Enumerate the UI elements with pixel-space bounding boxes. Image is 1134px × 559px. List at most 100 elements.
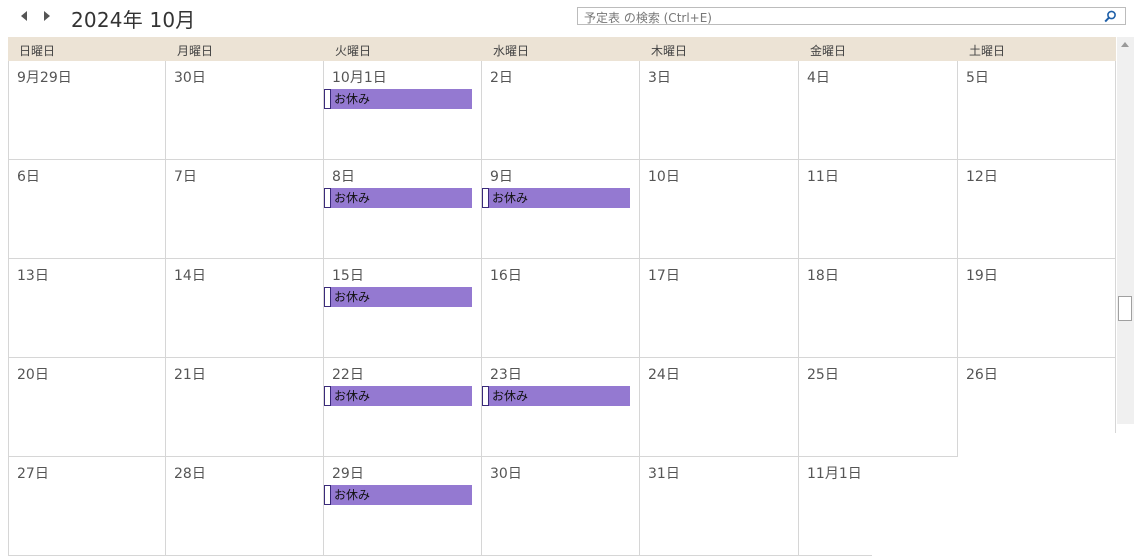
day-number: 13日: [17, 268, 49, 284]
event-item[interactable]: お休み: [482, 188, 630, 208]
scroll-up-icon[interactable]: [1121, 42, 1129, 47]
event-title: お休み: [334, 488, 371, 502]
day-cell[interactable]: 6日: [8, 160, 166, 259]
day-number: 14日: [174, 268, 206, 284]
day-cell[interactable]: 10月1日 お休み: [324, 61, 482, 160]
day-cell[interactable]: 5日: [958, 61, 1116, 160]
day-number: 23日: [490, 367, 522, 383]
day-number: 3日: [648, 70, 671, 86]
day-number: 6日: [17, 169, 40, 185]
day-number: 11月1日: [807, 466, 862, 482]
day-cell[interactable]: 22日お休み: [324, 358, 482, 457]
day-number: 26日: [966, 367, 998, 383]
day-cell[interactable]: 16日: [482, 259, 640, 358]
day-number: 27日: [17, 466, 49, 482]
day-cell[interactable]: 13日: [8, 259, 166, 358]
event-title: お休み: [492, 191, 529, 205]
event-status-marker: [482, 386, 489, 406]
day-number: 22日: [332, 367, 364, 383]
day-cell[interactable]: 11日: [799, 160, 958, 259]
day-cell[interactable]: 27日: [8, 457, 166, 556]
event-title: お休み: [334, 191, 371, 205]
day-cell[interactable]: 2日: [482, 61, 640, 160]
weekday-label: 日曜日: [19, 44, 56, 58]
day-cell[interactable]: 9日お休み: [482, 160, 640, 259]
day-number: 24日: [648, 367, 680, 383]
day-cell[interactable]: 8日お休み: [324, 160, 482, 259]
chevron-left-icon: [21, 11, 27, 21]
blank-overlay: [958, 433, 1134, 559]
day-cell[interactable]: 23日お休み: [482, 358, 640, 457]
day-number: 7日: [174, 169, 197, 185]
event-status-marker: [324, 287, 331, 307]
prev-month-button[interactable]: [18, 9, 30, 23]
day-cell[interactable]: 31日: [640, 457, 799, 556]
event-status-marker: [324, 485, 331, 505]
day-number: 16日: [490, 268, 522, 284]
event-status-marker: [324, 188, 331, 208]
event-title: お休み: [334, 290, 371, 304]
event-item[interactable]: お休み: [324, 188, 472, 208]
search-icon[interactable]: [1104, 10, 1117, 23]
day-number: 19日: [966, 268, 998, 284]
day-number: 10日: [648, 169, 680, 185]
day-cell[interactable]: 24日: [640, 358, 799, 457]
day-cell[interactable]: 29日お休み: [324, 457, 482, 556]
weekday-label: 火曜日: [335, 44, 372, 58]
day-cell[interactable]: 28日: [166, 457, 324, 556]
day-number: 12日: [966, 169, 998, 185]
chevron-right-icon: [44, 11, 50, 21]
calendar-search-input[interactable]: 予定表 の検索 (Ctrl+E): [577, 7, 1126, 25]
month-title: 2024年 10月: [71, 8, 196, 32]
day-number: 4日: [807, 70, 830, 86]
day-number: 21日: [174, 367, 206, 383]
day-number: 31日: [648, 466, 680, 482]
weekday-label: 水曜日: [493, 44, 530, 58]
day-cell[interactable]: 7日: [166, 160, 324, 259]
day-cell[interactable]: 21日: [166, 358, 324, 457]
day-number: 8日: [332, 169, 355, 185]
event-item[interactable]: お休み: [324, 386, 472, 406]
event-item[interactable]: お休み: [324, 485, 472, 505]
day-cell[interactable]: 17日: [640, 259, 799, 358]
day-cell[interactable]: 30日: [166, 61, 324, 160]
day-cell[interactable]: 15日 お休み: [324, 259, 482, 358]
day-number: 17日: [648, 268, 680, 284]
day-number: 9月29日: [17, 70, 72, 86]
event-item[interactable]: お休み: [482, 386, 630, 406]
weekday-label: 木曜日: [651, 44, 688, 58]
event-item[interactable]: お休み: [324, 89, 472, 109]
day-cell[interactable]: 9月29日: [8, 61, 166, 160]
event-status-marker: [324, 89, 331, 109]
day-number: 2日: [490, 70, 513, 86]
event-title: お休み: [334, 389, 371, 403]
event-title: お休み: [334, 92, 371, 106]
day-number: 29日: [332, 466, 364, 482]
blank-overlay-2: [872, 457, 962, 559]
weekday-header: 日曜日 月曜日 火曜日 水曜日 木曜日 金曜日 土曜日: [8, 37, 1116, 61]
day-number: 11日: [807, 169, 839, 185]
event-status-marker: [324, 386, 331, 406]
scroll-thumb[interactable]: [1118, 296, 1132, 321]
day-number: 30日: [490, 466, 522, 482]
day-number: 25日: [807, 367, 839, 383]
day-number: 9日: [490, 169, 513, 185]
day-cell[interactable]: 30日: [482, 457, 640, 556]
day-cell[interactable]: 25日: [799, 358, 958, 457]
day-cell[interactable]: 20日: [8, 358, 166, 457]
vertical-scrollbar[interactable]: [1117, 37, 1134, 424]
day-cell[interactable]: 4日: [799, 61, 958, 160]
weekday-label: 金曜日: [810, 44, 847, 58]
calendar-toolbar: 2024年 10月 予定表 の検索 (Ctrl+E): [0, 0, 1134, 34]
day-cell[interactable]: 12日: [958, 160, 1116, 259]
next-month-button[interactable]: [41, 9, 53, 23]
event-item[interactable]: お休み: [324, 287, 472, 307]
day-cell[interactable]: 14日: [166, 259, 324, 358]
day-cell[interactable]: 3日: [640, 61, 799, 160]
event-status-marker: [482, 188, 489, 208]
weekday-label: 土曜日: [969, 44, 1006, 58]
day-cell[interactable]: 10日: [640, 160, 799, 259]
day-cell[interactable]: 18日: [799, 259, 958, 358]
day-cell[interactable]: 19日: [958, 259, 1116, 358]
search-placeholder: 予定表 の検索 (Ctrl+E): [584, 11, 712, 25]
